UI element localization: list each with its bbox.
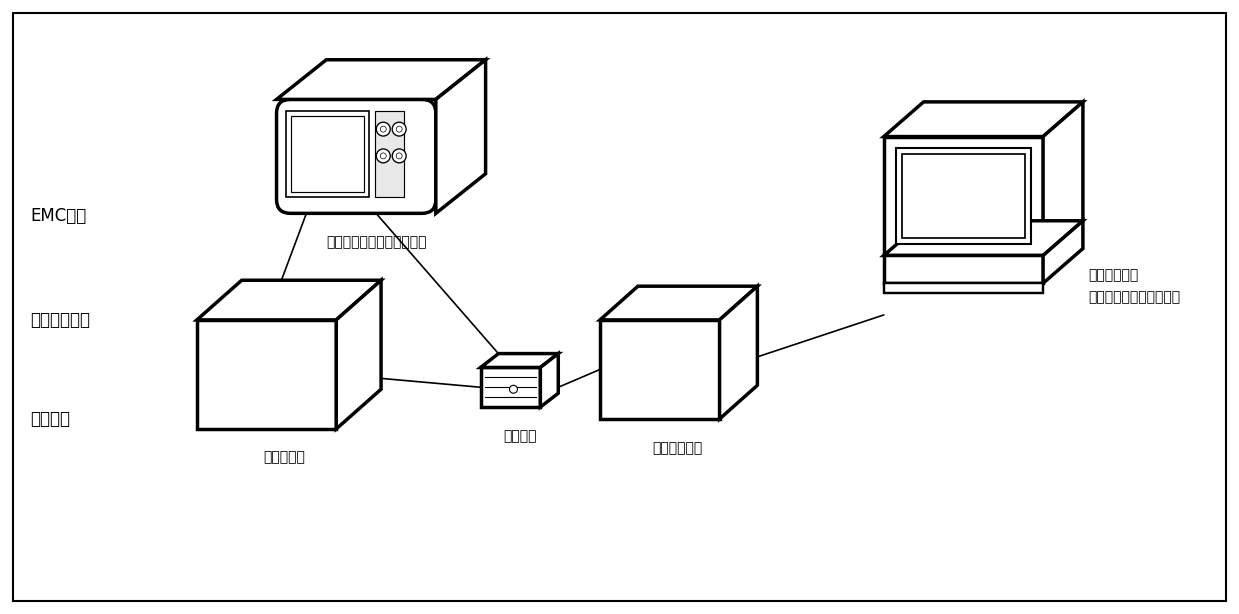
Circle shape [393,122,406,136]
Polygon shape [883,255,1043,283]
Text: EMC环境: EMC环境 [31,207,87,225]
Text: 数据采集器: 数据采集器 [264,451,306,465]
Circle shape [377,122,390,136]
Polygon shape [197,280,382,320]
Text: 温度变化环境: 温度变化环境 [31,311,90,329]
Polygon shape [1043,221,1083,283]
Polygon shape [286,111,369,196]
Polygon shape [600,320,720,419]
Polygon shape [481,354,559,367]
Polygon shape [375,111,404,196]
Circle shape [396,153,403,159]
Circle shape [380,126,387,132]
Polygon shape [883,221,1083,255]
Polygon shape [883,102,1083,136]
Polygon shape [883,136,1043,255]
Text: 光分路器: 光分路器 [504,429,538,443]
Polygon shape [276,60,486,99]
Circle shape [396,126,403,132]
Text: 状态分析与评估软件平台: 状态分析与评估软件平台 [1088,290,1180,304]
Text: 仿真合并单元: 仿真合并单元 [653,441,703,455]
Polygon shape [336,280,382,429]
Circle shape [509,386,518,393]
Polygon shape [720,286,757,419]
FancyBboxPatch shape [276,99,436,213]
Polygon shape [600,286,757,320]
Polygon shape [896,149,1031,244]
Polygon shape [197,320,336,429]
Polygon shape [1043,102,1083,255]
Polygon shape [540,354,559,407]
Polygon shape [481,367,540,407]
Text: 数据采集器物理状态监测仪: 数据采集器物理状态监测仪 [326,235,426,249]
Polygon shape [883,283,1043,293]
Circle shape [377,149,390,163]
Polygon shape [902,154,1025,238]
Polygon shape [291,116,364,192]
Text: 电子式互感器: 电子式互感器 [1088,268,1139,282]
Circle shape [393,149,406,163]
Text: 振动条件: 振动条件 [31,410,71,428]
Circle shape [380,153,387,159]
Polygon shape [436,60,486,213]
